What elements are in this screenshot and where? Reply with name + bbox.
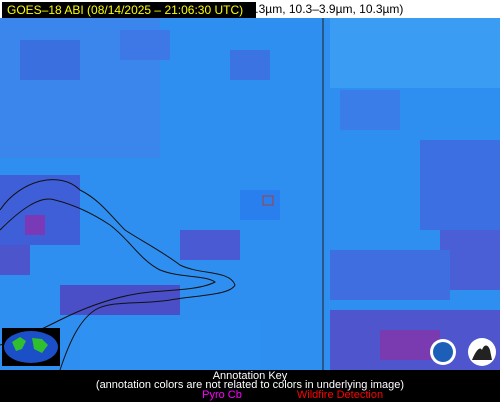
coastline	[0, 198, 216, 346]
key-item: Pyro Cb	[202, 389, 242, 401]
agency-logos	[430, 338, 496, 366]
key-note: (annotation colors are not related to co…	[96, 379, 404, 391]
key-title: Annotation Key	[213, 370, 288, 382]
timestamp: GOES–18 ABI (08/14/2025 – 21:06:30 UTC)	[7, 3, 243, 17]
globe-icon	[2, 328, 60, 366]
key-item: Wildfire Detection	[297, 389, 383, 401]
key-panel	[0, 370, 500, 402]
detection-box	[262, 195, 274, 206]
timestamp-box	[2, 2, 256, 18]
imagery	[0, 18, 500, 370]
coastline	[0, 179, 236, 371]
